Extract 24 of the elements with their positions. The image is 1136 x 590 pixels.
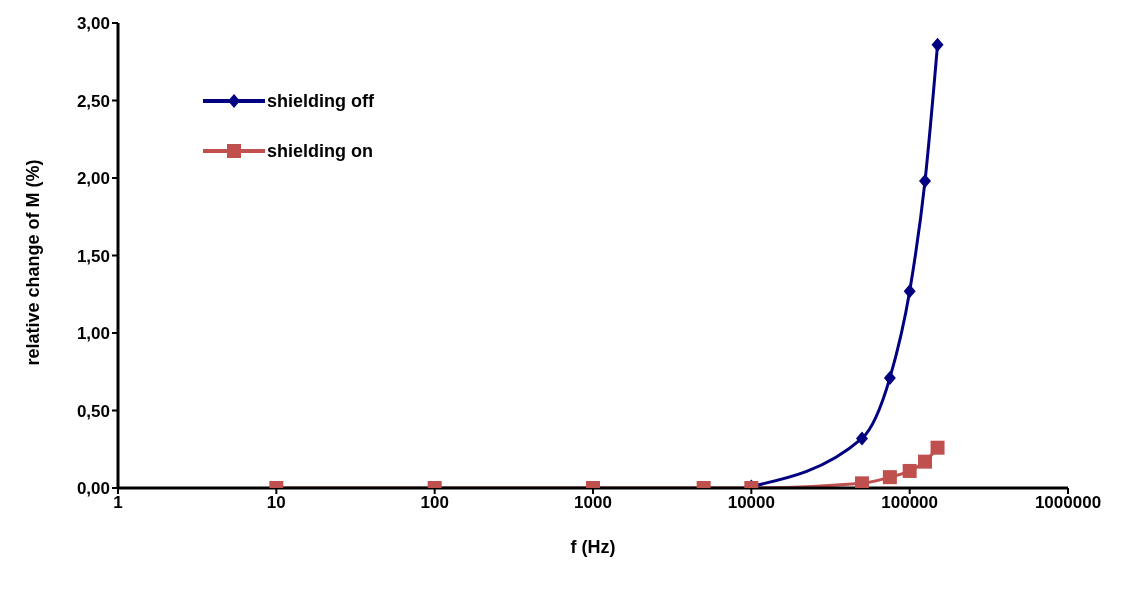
point — [883, 370, 896, 385]
x-tick-label: 100 — [420, 493, 449, 513]
y-axis-title: relative change of M (%) — [23, 159, 44, 366]
point — [903, 284, 916, 299]
x-tick-label: 1000 — [574, 493, 612, 513]
x-tick-label: 1 — [113, 493, 123, 513]
point — [882, 470, 897, 485]
y-tick-label: 1,00 — [76, 324, 110, 344]
x-tick-label: 100000 — [881, 493, 939, 513]
point — [902, 463, 917, 478]
x-tick-label: 1000000 — [1034, 493, 1102, 513]
y-tick-label: 3,00 — [76, 14, 110, 34]
x-tick-label: 10 — [266, 493, 286, 513]
y-tick-label: 2,00 — [76, 169, 110, 189]
x-tick-label: 10000 — [727, 493, 775, 513]
y-tick-label: 0,50 — [76, 401, 110, 421]
legend-label: shielding off — [267, 90, 374, 112]
y-tick-label: 2,50 — [76, 91, 110, 111]
x-axis-title: f (Hz) — [570, 537, 616, 557]
point — [918, 454, 933, 469]
y-tick-label: 1,50 — [76, 246, 110, 266]
legend-label: shielding on — [267, 140, 373, 162]
y-tick-label: 0,00 — [76, 479, 110, 499]
point — [919, 174, 932, 189]
